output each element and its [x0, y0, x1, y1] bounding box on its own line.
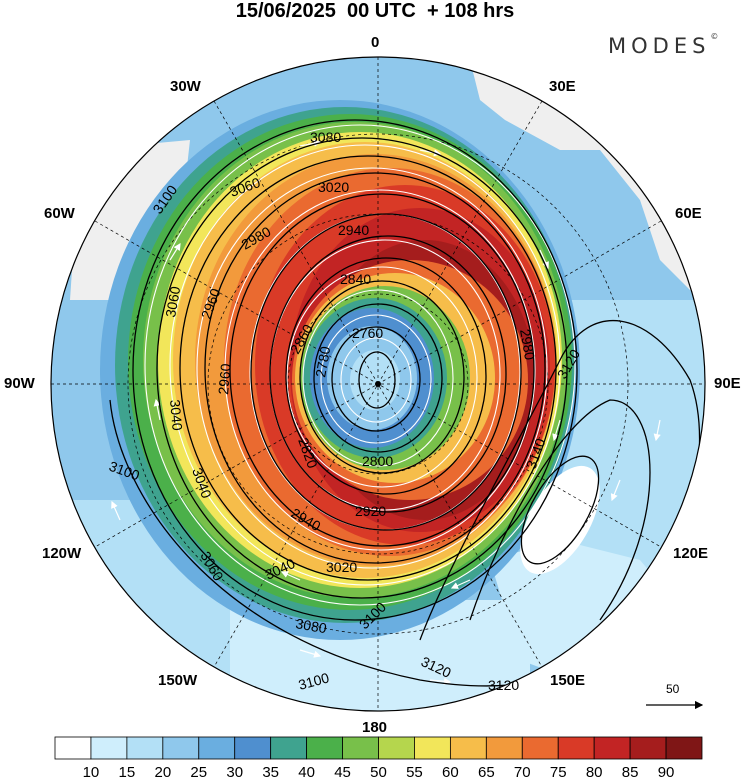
contour-label: 2960: [215, 363, 234, 396]
colorbar-swatch: [199, 737, 235, 759]
colorbar-tick-label: 85: [622, 764, 639, 781]
colorbar-swatch: [91, 737, 127, 759]
colorbar-swatch: [307, 737, 343, 759]
colorbar-tick-label: 30: [226, 764, 243, 781]
colorbar-swatch: [343, 737, 379, 759]
lon-label-90e: 90E: [714, 375, 741, 392]
colorbar-swatch: [379, 737, 415, 759]
contour-label: 3040: [167, 399, 186, 432]
colorbar-swatch: [235, 737, 271, 759]
contour-label: 2940: [338, 222, 369, 238]
colorbar-tick-label: 75: [550, 764, 567, 781]
colorbar-tick-label: 90: [658, 764, 675, 781]
lon-label-60w: 60W: [44, 205, 75, 222]
colorbar-swatch: [127, 737, 163, 759]
lon-label-90w: 90W: [4, 375, 35, 392]
colorbar-tick-label: 80: [586, 764, 603, 781]
contour-label: 2840: [340, 271, 371, 287]
contour-label: 2800: [362, 453, 393, 469]
lon-label-30w: 30W: [170, 78, 201, 95]
lon-label-60e: 60E: [675, 205, 702, 222]
colorbar-tick-label: 10: [83, 764, 100, 781]
lon-label-150w: 150W: [158, 672, 197, 689]
lon-label-120e: 120E: [673, 545, 708, 562]
colorbar-swatch: [271, 737, 307, 759]
contour-label: 2760: [352, 325, 383, 341]
lon-label-0: 0: [371, 34, 379, 51]
colorbar-tick-label: 45: [334, 764, 351, 781]
colorbar-swatch: [630, 737, 666, 759]
colorbar-tick-label: 25: [190, 764, 207, 781]
colorbar-tick-label: 35: [262, 764, 279, 781]
contour-label: 3080: [310, 129, 341, 145]
colorbar-tick-label: 70: [514, 764, 531, 781]
reference-vector-label: 50: [666, 682, 679, 696]
contour-label: 3020: [326, 559, 357, 575]
contour-label: 2920: [355, 503, 386, 519]
colorbar-swatch: [594, 737, 630, 759]
colorbar-tick-label: 60: [442, 764, 459, 781]
colorbar-swatch: [486, 737, 522, 759]
south-pole-marker: [375, 381, 381, 387]
colorbar-swatch: [522, 737, 558, 759]
colorbar-tick-label: 40: [298, 764, 315, 781]
colorbar-tick-label: 20: [154, 764, 171, 781]
lon-label-30e: 30E: [549, 78, 576, 95]
contour-label: 3120: [488, 677, 519, 693]
colorbar-swatch: [450, 737, 486, 759]
colorbar-swatch: [163, 737, 199, 759]
colorbar-tick-label: 65: [478, 764, 495, 781]
colorbar-swatch: [414, 737, 450, 759]
colorbar-tick-label: 15: [119, 764, 136, 781]
lon-label-120w: 120W: [42, 545, 81, 562]
colorbar: 10 15 20 25 30 35 40 45 50 55 60 65 70 75 80 85 90: [55, 737, 702, 781]
lon-label-150e: 150E: [550, 672, 585, 689]
colorbar-swatch: [55, 737, 91, 759]
colorbar-swatch: [558, 737, 594, 759]
colorbar-tick-label: 50: [370, 764, 387, 781]
contour-label: 3020: [318, 179, 349, 195]
lon-label-180: 180: [362, 719, 387, 736]
colorbar-tick-label: 55: [406, 764, 423, 781]
colorbar-swatch: [666, 737, 702, 759]
